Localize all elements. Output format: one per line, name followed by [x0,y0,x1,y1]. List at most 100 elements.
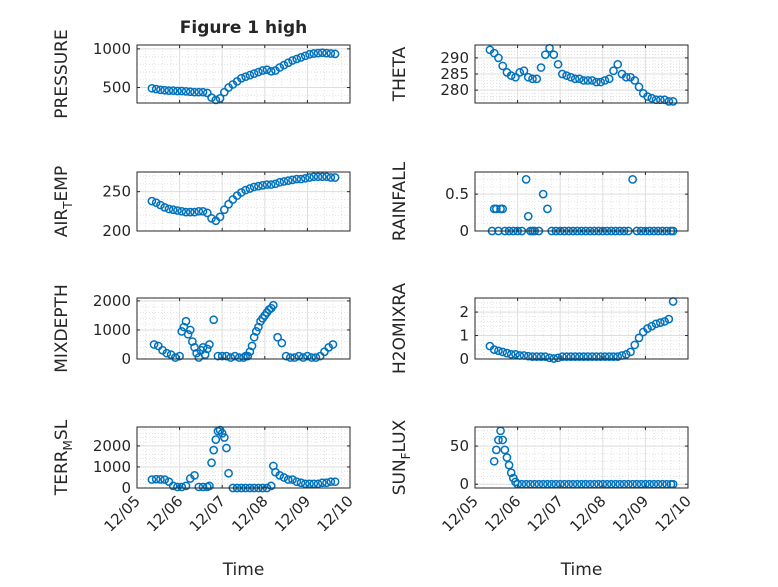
data-point [183,329,193,339]
data-point [222,351,231,361]
data-point [160,85,170,95]
data-point [219,87,229,97]
data-point [288,475,297,484]
y-tick-label: 2000 [93,292,131,310]
data-point [296,53,306,62]
data-point [202,208,212,218]
data-point [298,353,308,362]
data-point [592,77,601,87]
data-point [536,63,546,72]
data-point [491,445,501,455]
data-point [292,477,302,487]
data-point [217,351,227,361]
x-tick-label: 12/10 [314,492,357,535]
data-point [604,352,614,362]
y-tick-label: 285 [440,65,469,83]
axes-box [136,297,351,360]
data-point [226,353,236,362]
data-point [164,86,174,95]
data-point [237,188,246,197]
data-point [215,212,225,222]
x-tick-label: 12/06 [143,492,186,535]
data-point [519,66,529,76]
data-point [307,353,317,362]
data-point [613,352,623,362]
data-point [491,204,501,214]
plot-area [475,427,688,488]
data-point [286,353,295,362]
data-point [168,86,178,95]
data-point [275,63,285,72]
y-tick-label: 1000 [93,458,131,476]
data-point [647,321,657,331]
data-point [185,87,195,97]
data-point [655,318,665,327]
data-point [575,352,584,362]
data-point [222,443,231,453]
data-point [147,475,157,484]
subplot-rainfall: 0 0.5 RAINFALL [390,161,689,241]
data-point [207,93,216,102]
y-tick-label: 250 [102,183,131,201]
data-point [296,478,306,488]
data-point [498,347,508,357]
ylabel-6: TERRMSL [52,419,75,496]
data-point [224,199,233,209]
data-point [202,344,212,354]
data-point [647,93,657,103]
data-point [202,88,212,98]
ylabel-0: PRESSURE [52,29,72,118]
data-point [511,72,520,82]
data-point [243,351,253,361]
data-point [538,189,548,199]
data-point [151,474,161,484]
data-point [628,175,637,184]
subplot-pressure: 500 1000 PRESSURE Figure 1 high [52,18,351,119]
data-point [532,352,542,362]
data-point [630,340,640,350]
data-point [330,477,340,487]
data-point [164,204,174,214]
data-point [528,352,537,362]
data-point [241,72,250,82]
data-point [540,50,550,60]
data-point [521,175,531,184]
data-point [303,351,312,361]
data-point [587,76,597,85]
data-point [515,68,525,77]
data-point [219,205,229,215]
data-point [596,77,606,87]
data-point [545,353,554,363]
data-point [156,475,165,484]
data-point [205,340,214,349]
data-point [198,206,208,216]
ylabel-5: H2OMIXRA [390,283,410,374]
data-point [249,69,259,78]
data-point [570,74,580,84]
data-point [543,204,552,214]
data-point [523,211,533,221]
data-point [296,174,306,184]
y-tick-label: 200 [102,222,131,240]
axes-box [474,171,689,232]
plot-area [475,298,688,359]
data-point [258,66,268,75]
data-point [311,353,321,362]
ylabel-4: MIXDEPTH [52,284,72,373]
data-point [185,207,195,217]
data-point [309,49,319,58]
data-point [498,61,508,71]
data-point [305,479,314,489]
data-point [317,478,327,488]
data-point [147,83,157,93]
data-point [322,172,331,182]
data-point [523,72,533,82]
data-point [664,314,674,324]
x-axis-label: Time [560,560,603,580]
data-point [549,50,559,60]
data-point [523,351,533,361]
x-tick-label: 12/06 [481,492,524,535]
